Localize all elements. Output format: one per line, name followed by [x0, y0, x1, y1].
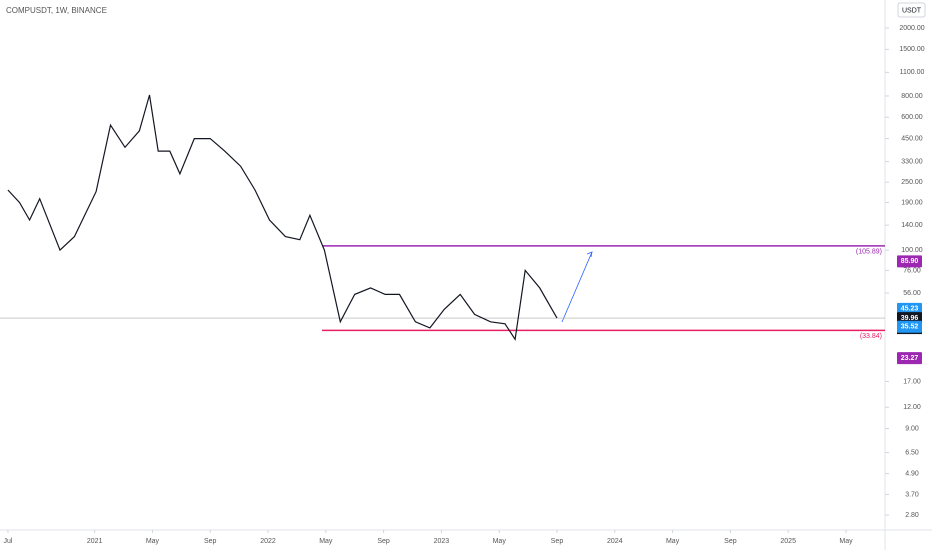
y-tick-label: 140.00: [901, 222, 923, 229]
y-tick-label: 76.00: [903, 267, 921, 274]
price-tag-label: 39.96: [901, 315, 919, 322]
y-tick-label: 4.90: [905, 470, 919, 477]
price-tag: [897, 320, 922, 333]
y-tick-label: 3.70: [905, 491, 919, 498]
x-tick-label: Sep: [204, 538, 217, 545]
x-tick-label: Sep: [724, 538, 737, 545]
x-tick-label: May: [839, 538, 853, 545]
y-tick-label: 56.00: [903, 290, 921, 297]
y-tick-label: 9.00: [905, 425, 919, 432]
x-tick-label: 2023: [434, 538, 450, 545]
price-tag: [897, 352, 922, 365]
x-tick-label: Sep: [377, 538, 390, 545]
price-tag: [897, 255, 922, 268]
y-tick-label: 6.50: [905, 450, 919, 457]
symbol: COMPUSDT, 1W, BINANCE: [6, 6, 107, 15]
price-tag-label: 23.27: [901, 355, 919, 362]
level-label: (105.89): [856, 249, 882, 256]
x-tick-label: 2021: [87, 538, 103, 545]
y-tick-label: 250.00: [901, 179, 923, 186]
y-tick-label: 600.00: [901, 114, 923, 121]
price-tag: [897, 302, 922, 315]
y-tick-label: 2.80: [905, 512, 919, 519]
x-tick-label: Jul: [3, 538, 12, 545]
x-tick-label: 2025: [780, 538, 796, 545]
price-line: [7, 94, 558, 341]
x-tick-label: May: [666, 538, 680, 545]
x-tick-label: 2024: [607, 538, 623, 545]
y-tick-label: 800.00: [901, 93, 923, 100]
x-tick-label: May: [493, 538, 507, 545]
price-tag-label: 85.90: [901, 258, 919, 265]
y-tick-label: 17.00: [903, 378, 921, 385]
projection-arrow: [561, 251, 593, 323]
y-tick-label: 1100.00: [900, 69, 925, 76]
y-tick-label: 12.00: [903, 404, 921, 411]
y-tick-label: 1500.00: [899, 46, 924, 53]
y-tick-label: 190.00: [901, 199, 923, 206]
price-tag-label: 35.52: [901, 324, 919, 331]
x-tick-label: Sep: [551, 538, 564, 545]
x-tick-label: May: [319, 538, 333, 545]
y-tick-label: 2000.00: [899, 25, 924, 32]
y-tick-label: 100.00: [901, 247, 923, 254]
y-tick-label: 450.00: [901, 135, 923, 142]
arrow-head: [586, 251, 593, 258]
currency[interactable]: USDT: [902, 7, 922, 14]
currency-button[interactable]: [897, 2, 926, 18]
x-tick-label: 2022: [260, 538, 276, 545]
level-label: (33.84): [860, 333, 882, 340]
price-tag-label: 45.23: [901, 306, 919, 313]
y-tick-label: 330.00: [901, 158, 923, 165]
x-tick-label: May: [146, 538, 160, 545]
